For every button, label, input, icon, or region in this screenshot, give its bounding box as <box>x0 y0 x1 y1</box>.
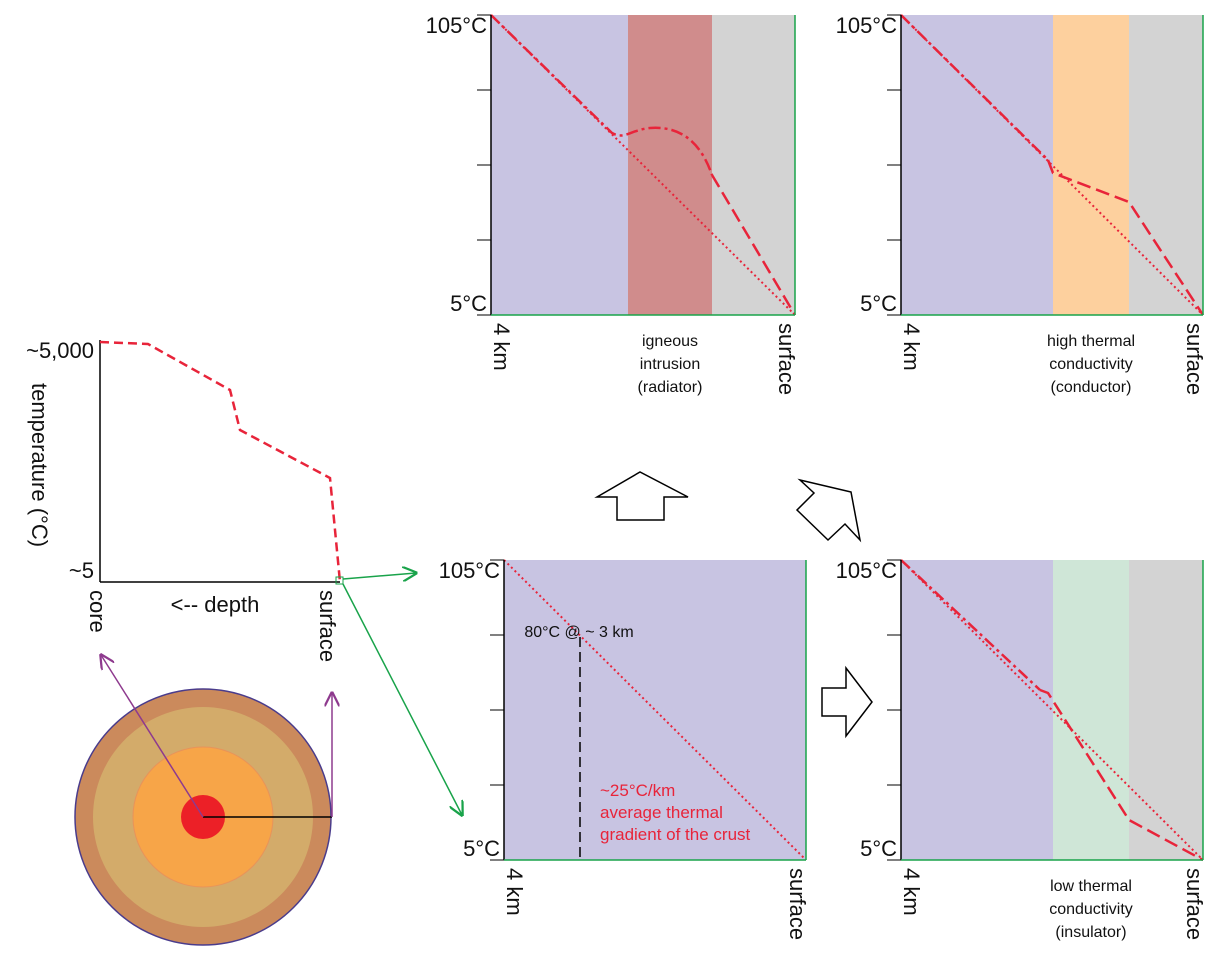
layer <box>1053 560 1129 860</box>
caption: high thermal <box>1047 333 1135 350</box>
y-axis-label: temperature (°C) <box>27 383 52 547</box>
layer <box>491 15 628 315</box>
layer <box>1129 15 1203 315</box>
caption: (radiator) <box>638 379 703 396</box>
earth <box>75 655 332 945</box>
x-left-label: 4 km <box>502 868 527 916</box>
diagonal-arrow <box>797 480 860 540</box>
y-top-label: 105°C <box>439 558 501 583</box>
y-bottom-label: ~5 <box>69 558 94 583</box>
annotation: 80°C @ ~ 3 km <box>524 624 633 641</box>
caption: igneous <box>642 333 698 350</box>
x-left-label: 4 km <box>899 323 924 371</box>
y-top-label: 105°C <box>426 13 488 38</box>
temperature-curve <box>100 342 340 582</box>
y-top-label: ~5,000 <box>26 338 94 363</box>
page: ~5,000 ~5 temperature (°C) core <-- dept… <box>0 0 1205 956</box>
x-right-label: surface <box>1182 868 1205 940</box>
layer <box>712 15 795 315</box>
y-bottom-label: 5°C <box>450 291 487 316</box>
layer <box>628 15 712 315</box>
zoom-arrow <box>343 573 416 579</box>
caption: (conductor) <box>1051 379 1132 396</box>
y-top-label: 105°C <box>836 558 898 583</box>
layer <box>901 15 1053 315</box>
diagram: ~5,000 ~5 temperature (°C) core <-- dept… <box>0 0 1205 956</box>
x-axis-label: <-- depth <box>171 592 260 617</box>
right-arrow <box>822 668 872 736</box>
note: ~25°C/km <box>600 781 675 800</box>
caption: conductivity <box>1049 901 1133 918</box>
y-bottom-label: 5°C <box>860 291 897 316</box>
x-right-label: surface <box>774 323 799 395</box>
y-bottom-label: 5°C <box>463 836 500 861</box>
y-top-label: 105°C <box>836 13 898 38</box>
x-right-label: surface <box>785 868 810 940</box>
note: average thermal <box>600 803 723 822</box>
up-arrow <box>597 472 688 520</box>
caption: (insulator) <box>1055 924 1126 941</box>
caption: low thermal <box>1050 878 1132 895</box>
x-right-label: surface <box>1182 323 1205 395</box>
caption: intrusion <box>640 356 700 373</box>
layer <box>1053 15 1129 315</box>
left-chart: ~5,000 ~5 temperature (°C) core <-- dept… <box>26 338 343 662</box>
x-left-label: 4 km <box>489 323 514 371</box>
x-left-label: 4 km <box>899 868 924 916</box>
layer <box>1129 560 1203 860</box>
layer <box>901 560 1053 860</box>
zoom-arrow <box>343 584 462 815</box>
note: gradient of the crust <box>600 825 751 844</box>
y-bottom-label: 5°C <box>860 836 897 861</box>
caption: conductivity <box>1049 356 1133 373</box>
x-right-label: surface <box>315 590 340 662</box>
x-left-label: core <box>85 590 110 633</box>
